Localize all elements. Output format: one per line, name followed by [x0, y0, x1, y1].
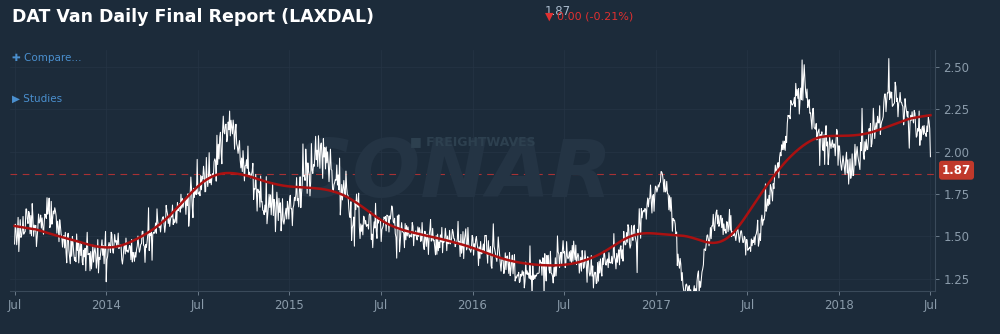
- Text: 1.87: 1.87: [942, 164, 971, 177]
- Text: ▶ Studies: ▶ Studies: [12, 94, 62, 104]
- Text: ✚ Compare...: ✚ Compare...: [12, 53, 82, 63]
- Text: DAT Van Daily Final Report (LAXDAL): DAT Van Daily Final Report (LAXDAL): [12, 8, 374, 26]
- Text: ■ FREIGHTWAVES: ■ FREIGHTWAVES: [410, 135, 535, 148]
- Text: SONAR: SONAR: [295, 136, 613, 214]
- Text: 1.87: 1.87: [545, 5, 571, 18]
- Text: ▼ 0.00 (-0.21%): ▼ 0.00 (-0.21%): [545, 12, 633, 22]
